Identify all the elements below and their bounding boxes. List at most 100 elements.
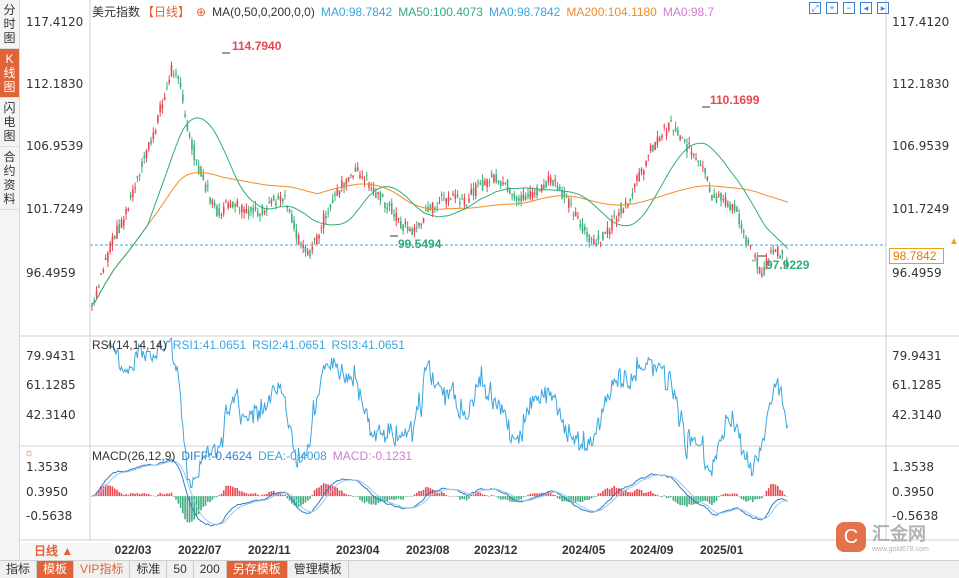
candle-body [363,180,366,182]
ma50-button[interactable]: 50 [167,561,194,578]
settings-icon[interactable]: ⊕ [196,5,207,19]
x-label-3: 2023/04 [336,543,380,557]
candle-body [343,183,345,188]
macd-bar [740,496,743,499]
macd-bar [581,496,584,502]
candle-body [459,202,461,204]
tab-timeshare[interactable]: 分时图 [0,0,19,49]
zoom-out-icon[interactable]: − [843,2,855,14]
macd-bar [365,496,368,502]
candle-body [354,167,357,172]
macd-bar [765,490,768,497]
macd-bar [227,485,230,497]
macd-bar [449,496,452,497]
tab-kline[interactable]: K线图 [0,49,19,98]
chart-svg[interactable] [20,0,959,560]
macd-bar [674,496,677,503]
macd-bar [150,495,152,497]
price-left-1: 112.1830 [26,77,84,91]
candle-body [411,229,413,236]
candle-body [493,175,495,183]
candle-body [288,209,291,213]
sidebar: 分时图 K线图 闪电图 合约资料 [0,0,20,577]
move-right-icon[interactable]: ▸ [877,2,889,14]
macd-bar [113,488,116,497]
chart-area[interactable]: 美元指数 【日线】 ⊕ MA(0,50,0,200,0,0) MA0:98.7842 MA… [20,0,959,560]
macd-bar [654,494,656,497]
template-button[interactable]: 模板 [37,561,75,578]
macd-bar [484,494,486,497]
manage-template-button[interactable]: 管理模板 [288,561,349,578]
macd-bar [338,490,341,497]
macd-bar [781,490,784,497]
macd-bar [611,487,613,497]
ma200-button[interactable]: 200 [194,561,227,578]
candle-body [420,223,423,226]
zoom-in-icon[interactable]: + [826,2,838,14]
candle-body [218,207,220,216]
macd-bar [229,485,232,497]
macd-bar [279,493,282,497]
sun-icon[interactable]: ☼ [24,447,35,459]
macd-bar [231,486,234,497]
indicator-button[interactable]: 指标 [0,561,38,578]
candle-body [449,198,452,200]
macd-bar [204,496,207,506]
candle-body [604,232,607,234]
fullscreen-icon[interactable]: ⤢ [809,2,821,14]
price-right-2: 106.9539 [892,139,950,153]
macd-bar [236,488,239,497]
macd-bar [107,485,109,497]
move-left-icon[interactable]: ◂ [860,2,872,14]
candle-body [311,247,314,251]
macd-bar [456,496,459,498]
candle-body [209,197,211,204]
candle-body [547,176,550,182]
candle-body [338,190,341,195]
candle-body [154,130,157,134]
standard-button[interactable]: 标准 [130,561,168,578]
macd-bar [152,495,155,497]
macd-bar [770,484,772,497]
ma-params[interactable]: MA(0,50,0,200,0,0) [212,5,315,19]
period-selector[interactable]: 日线 ▲ [20,543,114,560]
candle-body [236,200,239,207]
vip-indicator-button[interactable]: VIP指标 [74,561,131,578]
save-template-button[interactable]: 另存模板 [226,561,288,578]
macd-bar [207,496,209,502]
macd-bar [402,496,404,500]
rsi1: RSI1:41.0651 [172,338,247,352]
macd-bar [359,496,361,500]
macd-bar [570,496,572,502]
candle-body [749,245,752,247]
macd-bar [234,487,236,497]
candle-body [579,224,582,227]
candle-body [745,237,747,244]
candle-body [445,198,448,204]
macd-bar [727,493,729,497]
macd-bar [161,493,164,497]
candle-body [688,143,691,145]
tab-flash[interactable]: 闪电图 [0,98,19,147]
candle-body [163,96,166,100]
candle-body [222,206,225,214]
candle-body [631,193,634,197]
macd-bar [320,485,323,497]
candle-body [436,207,438,209]
macd-bar [284,494,286,497]
macd-bar [738,496,740,497]
candle-body [608,231,611,235]
candle-body [654,142,656,150]
candle-body [747,240,750,245]
candle-body [388,203,391,206]
macd-bar [302,496,304,505]
candle-body [415,226,418,228]
macd-bar [593,496,595,498]
macd-bar [297,496,300,508]
candle-body [522,194,525,200]
candle-body [197,165,200,174]
macd-bar [270,491,273,497]
candle-body [295,229,298,239]
macd-bar [779,489,781,497]
tab-contract-info[interactable]: 合约资料 [0,147,19,210]
